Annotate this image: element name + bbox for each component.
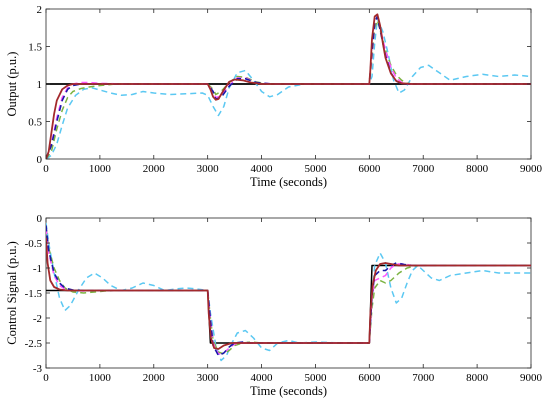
output-x-axis-label: Time (seconds) bbox=[250, 175, 327, 189]
control-signal-series-line bbox=[46, 227, 531, 355]
control-signal-y-tick-label: -1 bbox=[33, 263, 42, 275]
control-signal-x-tick-label: 9000 bbox=[520, 372, 543, 384]
control-signal-y-axis-label: Control Signal (p.u.) bbox=[5, 241, 19, 344]
output-series-line bbox=[46, 13, 531, 159]
output-series-line bbox=[46, 18, 531, 159]
control-signal-x-tick-label: 0 bbox=[43, 372, 49, 384]
control-signal-plot-frame bbox=[45, 217, 532, 369]
control-signal-y-tick-label: -2.5 bbox=[25, 338, 43, 350]
output-y-axis-label: Output (p.u.) bbox=[5, 52, 19, 117]
output-x-tick-label: 4000 bbox=[251, 163, 274, 175]
control-signal-y-tick-label: -2 bbox=[33, 313, 42, 325]
output-y-tick-label: 0.5 bbox=[28, 117, 42, 129]
control-signal-x-tick-label: 1000 bbox=[89, 372, 112, 384]
output-x-tick-label: 3000 bbox=[197, 163, 220, 175]
control-signal-y-tick-label: -1.5 bbox=[25, 288, 43, 300]
control-signal-series-line bbox=[46, 237, 531, 350]
output-x-tick-label: 9000 bbox=[520, 163, 543, 175]
output-tick-layer: 0 1000 2000 3000 4000 5000 6000 7000 8000 9000 0 0.… bbox=[28, 4, 542, 175]
output-series-line bbox=[46, 19, 531, 159]
control-signal-x-axis-label: Time (seconds) bbox=[250, 384, 327, 398]
output-y-tick-label: 0 bbox=[37, 154, 43, 166]
control-signal-series-line bbox=[46, 222, 531, 362]
output-x-tick-label: 1000 bbox=[89, 163, 112, 175]
control-signal-series-line bbox=[46, 227, 531, 355]
output-series-layer bbox=[46, 13, 531, 159]
output-plot: 0 1000 2000 3000 4000 5000 6000 7000 8000 9000 0 0.… bbox=[5, 4, 543, 189]
output-x-tick-label: 2000 bbox=[143, 163, 166, 175]
control-signal-y-tick-label: 0 bbox=[37, 213, 43, 225]
output-y-tick-label: 1 bbox=[37, 79, 43, 91]
output-x-tick-label: 0 bbox=[43, 163, 49, 175]
output-y-tick-label: 1.5 bbox=[28, 42, 42, 54]
control-signal-x-tick-label: 8000 bbox=[466, 372, 489, 384]
control-signal-plot: 0 1000 2000 3000 4000 5000 6000 7000 8000 9000 -3 -… bbox=[5, 213, 543, 398]
control-signal-y-tick-label: -0.5 bbox=[25, 238, 43, 250]
output-y-tick-label: 2 bbox=[37, 4, 43, 16]
control-signal-x-tick-label: 7000 bbox=[412, 372, 435, 384]
output-x-tick-label: 5000 bbox=[304, 163, 327, 175]
control-signal-x-tick-label: 6000 bbox=[358, 372, 381, 384]
output-x-tick-label: 7000 bbox=[412, 163, 435, 175]
control-signal-tick-layer: 0 1000 2000 3000 4000 5000 6000 7000 8000 9000 -3 -… bbox=[25, 213, 543, 384]
control-signal-y-tick-label: -3 bbox=[33, 363, 43, 375]
control-signal-x-tick-label: 4000 bbox=[251, 372, 274, 384]
control-signal-x-tick-label: 3000 bbox=[197, 372, 220, 384]
output-x-tick-label: 8000 bbox=[466, 163, 489, 175]
output-x-tick-label: 6000 bbox=[358, 163, 381, 175]
control-signal-x-tick-label: 2000 bbox=[143, 372, 166, 384]
control-signal-series-layer bbox=[46, 222, 531, 362]
control-signal-x-tick-label: 5000 bbox=[304, 372, 327, 384]
